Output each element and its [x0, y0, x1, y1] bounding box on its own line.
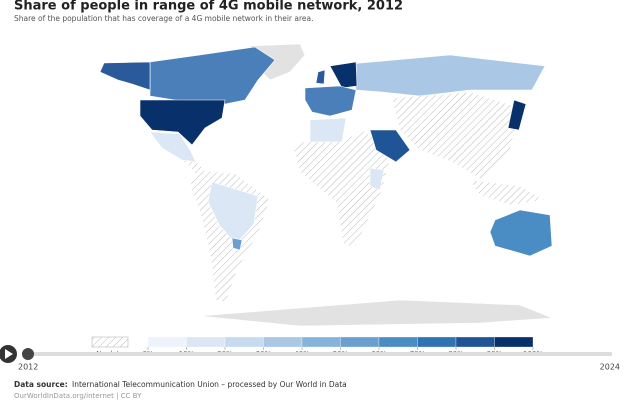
- saudi-arabia: [369, 129, 411, 163]
- timeline-handle[interactable]: [22, 348, 34, 360]
- southeast-asia: [469, 179, 546, 206]
- usa: [139, 99, 226, 146]
- africa: [293, 129, 393, 247]
- legend-bin: [301, 336, 341, 348]
- asia: [391, 91, 521, 181]
- antarctica: [199, 299, 553, 327]
- japan: [507, 99, 527, 131]
- timeline-start: 2012: [18, 363, 38, 372]
- russia: [349, 54, 546, 97]
- scandinavia: [329, 61, 358, 89]
- legend-bin: [186, 336, 226, 348]
- europe: [304, 85, 357, 117]
- timeline: 2012 2024: [0, 345, 620, 372]
- no-data-swatch: [91, 336, 129, 348]
- timeline-end: 2024: [600, 363, 620, 372]
- subtitle: Share of the population that has coverag…: [14, 14, 314, 23]
- source-text: International Telecommunication Union – …: [72, 380, 347, 389]
- map: [99, 43, 553, 327]
- source-label: Data source:: [14, 380, 68, 389]
- uruguay: [231, 237, 243, 251]
- legend-bin: [224, 336, 264, 348]
- legend-bin: [494, 336, 534, 348]
- uk: [315, 69, 326, 85]
- title: Share of people in range of 4G mobile ne…: [14, 0, 403, 14]
- legend-bin: [340, 336, 380, 348]
- url: OurWorldInData.org/internet | CC BY: [14, 392, 142, 400]
- north-africa: [309, 117, 347, 143]
- australia: [489, 209, 553, 257]
- east-africa: [369, 167, 385, 191]
- legend-bin: [378, 336, 418, 348]
- legend-bin: [417, 336, 457, 348]
- alaska: [99, 61, 151, 91]
- canada: [149, 46, 276, 105]
- legend-bin: [147, 336, 187, 348]
- legend-bin: [263, 336, 303, 348]
- play-icon: [5, 349, 13, 359]
- legend-bin: [455, 336, 495, 348]
